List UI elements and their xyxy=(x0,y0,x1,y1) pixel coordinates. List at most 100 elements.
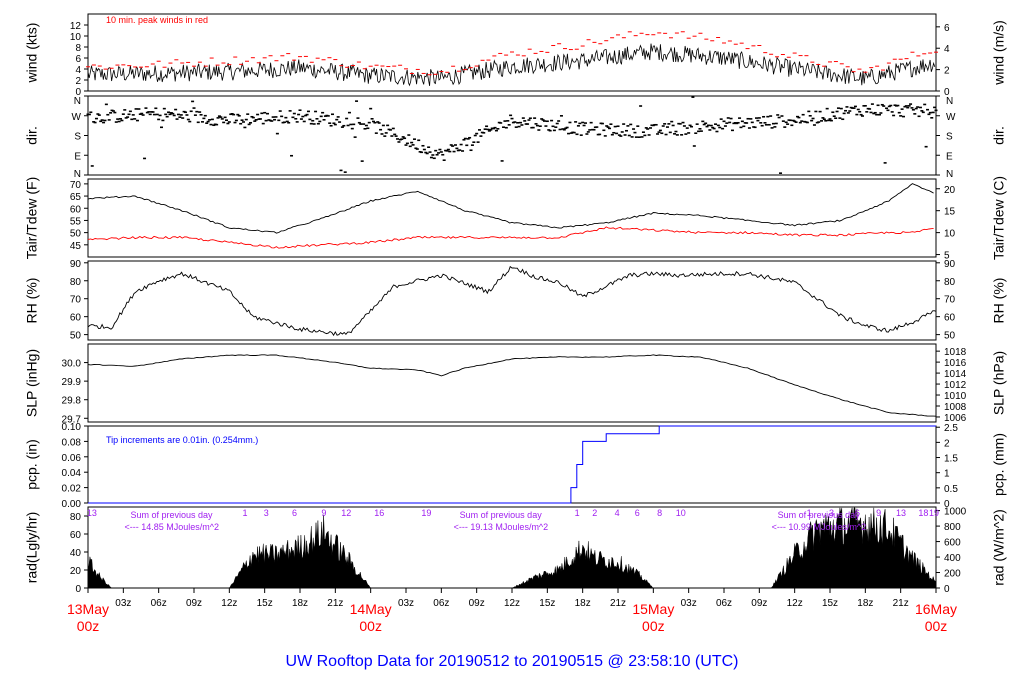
y-tick-label: N xyxy=(74,96,81,107)
y-tick-label: 60 xyxy=(70,204,82,215)
x-tick-label: 06z xyxy=(151,598,167,609)
y-tick-label-right: 0 xyxy=(944,499,950,510)
tair-line xyxy=(87,183,934,234)
y-axis-label-right: dir. xyxy=(991,126,1007,145)
radiation-hour-mark: 1 xyxy=(575,508,580,518)
y-tick-label-right: 1010 xyxy=(944,391,967,402)
radiation-hour-mark: 8 xyxy=(657,508,662,518)
radiation-hour-mark: 9 xyxy=(321,508,326,518)
x-tick-label: 12z xyxy=(221,598,237,609)
y-tick-label: 45 xyxy=(70,241,82,252)
y-tick-label-right: 1 xyxy=(944,469,950,480)
x-tick-label: 09z xyxy=(751,598,767,609)
radiation-hour-mark: 6 xyxy=(635,508,640,518)
y-axis-label-right: RH (%) xyxy=(991,278,1007,324)
y-tick-label: 6 xyxy=(75,54,81,65)
y-tick-label: 80 xyxy=(70,512,82,523)
y-tick-label-right: S xyxy=(946,132,953,143)
y-tick-label: 50 xyxy=(70,229,82,240)
y-tick-label: 29.9 xyxy=(62,377,82,388)
x-tick-label: 18z xyxy=(857,598,873,609)
radiation-hour-mark: 18 xyxy=(918,508,928,518)
y-tick-label: 29.7 xyxy=(62,414,82,425)
panel-rad: rad(Lgly/hr) rad (W/m^2)02040608002004006… xyxy=(24,506,1007,595)
y-tick-label: 0.04 xyxy=(62,468,82,479)
x-tick-label: 15z xyxy=(539,598,555,609)
panel-rh: RH (%) RH (%) 50 60 70 80 90 50 60 70 80 90 xyxy=(24,259,1007,342)
pcp-line xyxy=(88,425,936,504)
day-label: 13May xyxy=(67,601,109,617)
radiation-hour-mark: 3 xyxy=(264,508,269,518)
y-axis-label: SLP (inHg) xyxy=(24,349,40,417)
day-hour-label: 00z xyxy=(359,618,382,634)
y-tick-label: W xyxy=(72,112,82,123)
chart-title: UW Rooftop Data for 20190512 to 20190515… xyxy=(286,653,739,670)
x-tick-label: 03z xyxy=(681,598,697,609)
y-tick-label: N xyxy=(74,169,81,180)
y-tick-label: 40 xyxy=(70,548,82,559)
panel-pcp: pcp. (in) pcp. (mm) 0.00 0.02 0.04 0.06 0.08 0.… xyxy=(24,422,1007,510)
day-label: 16May xyxy=(915,601,957,617)
radiation-sum-value: <--- 19.13 MJoules/m^2 xyxy=(454,522,549,532)
tip-increment-note: Tip increments are 0.01in. (0.254mm.) xyxy=(106,435,258,445)
y-tick-label: 0.08 xyxy=(62,437,82,448)
y-tick-label: 2 xyxy=(75,76,81,87)
y-tick-label-right: 1006 xyxy=(944,413,967,424)
radiation-hour-mark: 13 xyxy=(896,508,906,518)
radiation-hour-mark: 1 xyxy=(807,508,812,518)
radiation-sum-label: Sum of previous day xyxy=(460,510,543,520)
y-tick-label-right: 1018 xyxy=(944,347,967,358)
y-axis-label: wind (kts) xyxy=(24,23,40,84)
y-tick-label: 90 xyxy=(70,259,82,270)
y-axis-label-right: wind (m/s) xyxy=(991,20,1007,86)
y-axis-label: RH (%) xyxy=(24,278,40,324)
peak-wind-note: 10 min. peak winds in red xyxy=(106,15,208,25)
x-tick-label: 12z xyxy=(787,598,803,609)
day-hour-label: 00z xyxy=(642,618,665,634)
y-tick-label: 60 xyxy=(70,313,82,324)
day-hour-label: 00z xyxy=(925,618,948,634)
y-tick-label-right: 1012 xyxy=(944,380,967,391)
x-tick-label: 15z xyxy=(822,598,838,609)
radiation-hour-mark: 19 xyxy=(929,508,939,518)
radiation-sum-label: Sum of previous day xyxy=(130,510,213,520)
y-tick-label-right: W xyxy=(946,112,956,123)
tdew-line xyxy=(87,226,934,249)
panel-dir: dir. dir.N NE ES SW WN N xyxy=(24,95,1007,180)
y-tick-label-right: 1000 xyxy=(944,507,967,518)
y-tick-label-right: 400 xyxy=(944,553,961,564)
panel-frame xyxy=(87,178,937,258)
y-tick-label-right: 2 xyxy=(944,438,950,449)
y-tick-label-right: 90 xyxy=(944,259,956,270)
y-axis-label-right: Tair/Tdew (C) xyxy=(991,176,1007,260)
y-tick-label-right: N xyxy=(946,96,953,107)
radiation-hour-mark: 13 xyxy=(87,508,97,518)
x-tick-label: 18z xyxy=(292,598,308,609)
rh-line xyxy=(87,265,937,337)
y-tick-label-right: 2 xyxy=(944,66,950,77)
x-tick-label: 09z xyxy=(186,598,202,609)
panel-frame xyxy=(87,343,937,423)
y-axis-label-right: rad (W/m^2) xyxy=(991,509,1007,586)
radiation-hour-mark: 2 xyxy=(592,508,597,518)
y-axis-label-right: pcp. (mm) xyxy=(991,433,1007,496)
y-tick-label: 60 xyxy=(70,530,82,541)
panel-frame xyxy=(87,260,937,341)
y-tick-label-right: 15 xyxy=(944,207,956,218)
x-tick-label: 03z xyxy=(115,598,131,609)
y-tick-label: 55 xyxy=(70,216,82,227)
y-tick-label-right: 10 xyxy=(944,229,956,240)
y-tick-label-right: 70 xyxy=(944,295,956,306)
radiation-hour-mark: 4 xyxy=(615,508,620,518)
y-tick-label-right: 800 xyxy=(944,522,961,533)
y-tick-label: 12 xyxy=(70,21,82,32)
y-tick-label: 70 xyxy=(70,295,82,306)
y-tick-label-right: N xyxy=(946,169,953,180)
radiation-hour-mark: 19 xyxy=(421,508,431,518)
y-tick-label: S xyxy=(74,132,81,143)
radiation-hour-mark: 3 xyxy=(829,508,834,518)
y-tick-label-right: 5 xyxy=(944,251,950,262)
y-tick-label-right: 2.5 xyxy=(944,423,958,434)
